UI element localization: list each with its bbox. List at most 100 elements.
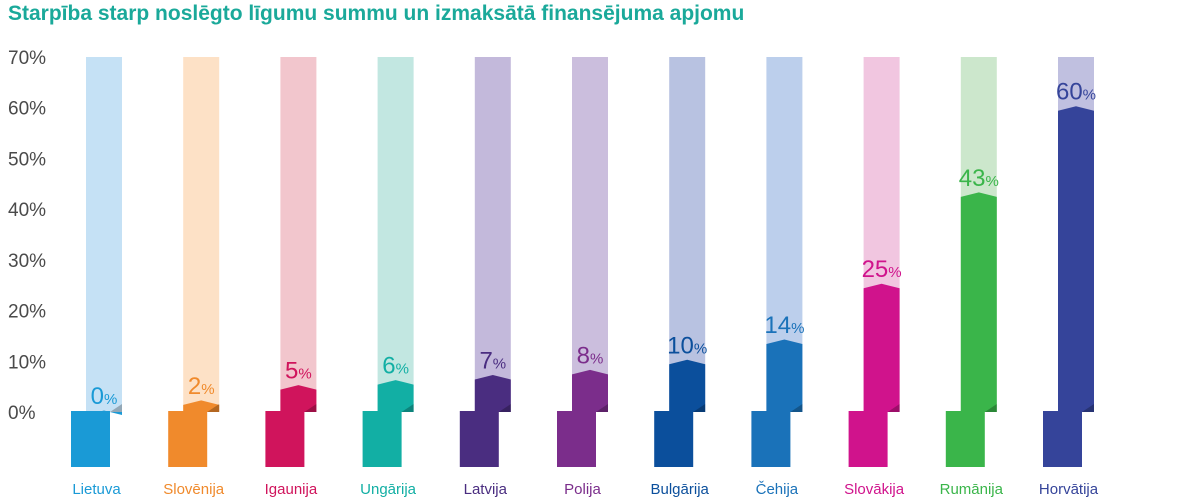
value-label: 8% (577, 342, 604, 369)
y-tick-label: 60% (8, 99, 46, 120)
bar-fold (304, 404, 317, 412)
value-percent-sign: % (791, 320, 804, 337)
value-label: 14% (764, 312, 804, 339)
value-number: 7 (479, 348, 492, 375)
bar-track (377, 57, 414, 412)
category-label: Polija (564, 481, 601, 497)
category-label: Ungārija (360, 481, 417, 497)
bar-track (183, 57, 220, 412)
bar-fold (693, 404, 706, 412)
bar (183, 400, 220, 412)
bar-group: 10% Bulgārija (651, 57, 710, 497)
bar-base-tab (557, 411, 596, 467)
value-number: 10 (667, 332, 694, 359)
value-percent-sign: % (694, 340, 707, 357)
bar-base-tab (265, 411, 305, 467)
bar-fold (887, 404, 900, 412)
bar-base-tab (362, 411, 402, 467)
bar (280, 385, 317, 412)
bar-fold (498, 404, 511, 412)
value-label: 5% (285, 358, 312, 385)
chart-title: Starpība starp noslēgto līgumu summu un … (8, 2, 745, 25)
bar-group: 6% Ungārija (360, 57, 417, 497)
bar (377, 380, 414, 412)
bar-group: 8% Polija (557, 57, 608, 497)
bar-base-tab (848, 411, 888, 467)
bar-base-tab (945, 411, 985, 467)
value-percent-sign: % (396, 361, 409, 378)
bar-fold (110, 404, 122, 412)
category-label: Rumānija (940, 481, 1004, 497)
bar (572, 369, 608, 412)
value-number: 2 (188, 373, 201, 400)
bar-base-tab (71, 411, 110, 467)
bar-group: 25% Slovākija (844, 57, 905, 497)
bar (863, 283, 900, 412)
value-number: 14 (764, 312, 791, 339)
value-percent-sign: % (493, 356, 506, 373)
y-tick-label: 30% (8, 251, 46, 272)
category-label: Bulgārija (651, 481, 710, 497)
category-label: Slovēnija (163, 481, 225, 497)
category-label: Čehija (756, 481, 799, 497)
y-axis: 0% 10% 20% 30% 40% 50% 60% 70% (8, 48, 46, 424)
bar-base-tab (168, 411, 208, 467)
bar-base-tab (459, 411, 499, 467)
bar-base-tab (654, 411, 694, 467)
value-percent-sign: % (888, 264, 901, 281)
category-label: Horvātija (1039, 481, 1099, 497)
bar-group: 5% Igaunija (265, 57, 318, 497)
bar-track (280, 57, 317, 412)
bar-group: 14% Čehija (751, 57, 804, 497)
value-percent-sign: % (298, 366, 311, 383)
bar (474, 375, 511, 412)
value-percent-sign: % (985, 173, 998, 190)
bar-group: 43% Rumānija (940, 57, 1004, 497)
value-label: 43% (959, 165, 999, 192)
value-label: 10% (667, 332, 707, 359)
value-number: 8 (577, 342, 590, 369)
bar-fold (1082, 404, 1094, 412)
bar-fold (207, 404, 220, 412)
bar-group: 2% Slovēnija (163, 57, 225, 497)
y-tick-label: 70% (8, 48, 46, 69)
bar (766, 339, 803, 412)
y-tick-label: 20% (8, 302, 46, 323)
category-label: Lietuva (72, 481, 121, 497)
value-percent-sign: % (1083, 87, 1096, 104)
bar-base-tab (1043, 411, 1082, 467)
value-number: 60 (1056, 79, 1083, 106)
y-tick-label: 50% (8, 149, 46, 170)
value-label: 7% (479, 348, 506, 375)
value-number: 0 (91, 383, 104, 410)
value-percent-sign: % (201, 381, 214, 398)
bar-fold (984, 404, 997, 412)
value-percent-sign: % (104, 391, 117, 408)
value-label: 25% (862, 256, 902, 283)
bar-track (474, 57, 511, 412)
bar-base-tab (751, 411, 791, 467)
bar (669, 359, 706, 412)
value-number: 25 (862, 256, 889, 283)
bar-series: 0% Lietuva 2% Slovēnija 5% Igaunija 6% Ungārija… (71, 57, 1099, 497)
value-percent-sign: % (590, 350, 603, 367)
category-label: Latvija (464, 481, 508, 497)
y-tick-label: 0% (8, 403, 36, 424)
value-number: 5 (285, 358, 298, 385)
bar (960, 192, 997, 412)
category-label: Igaunija (265, 481, 318, 497)
bar-fold (596, 404, 608, 412)
bar-track (669, 57, 706, 412)
category-label: Slovākija (844, 481, 905, 497)
bar (1058, 106, 1094, 412)
bar-track (572, 57, 608, 412)
y-tick-label: 40% (8, 200, 46, 221)
value-number: 6 (382, 353, 395, 380)
bar-fold (790, 404, 803, 412)
y-tick-label: 10% (8, 352, 46, 373)
value-number: 43 (959, 165, 986, 192)
value-label: 60% (1056, 79, 1096, 106)
value-label: 6% (382, 353, 409, 380)
bar-track (86, 57, 122, 412)
